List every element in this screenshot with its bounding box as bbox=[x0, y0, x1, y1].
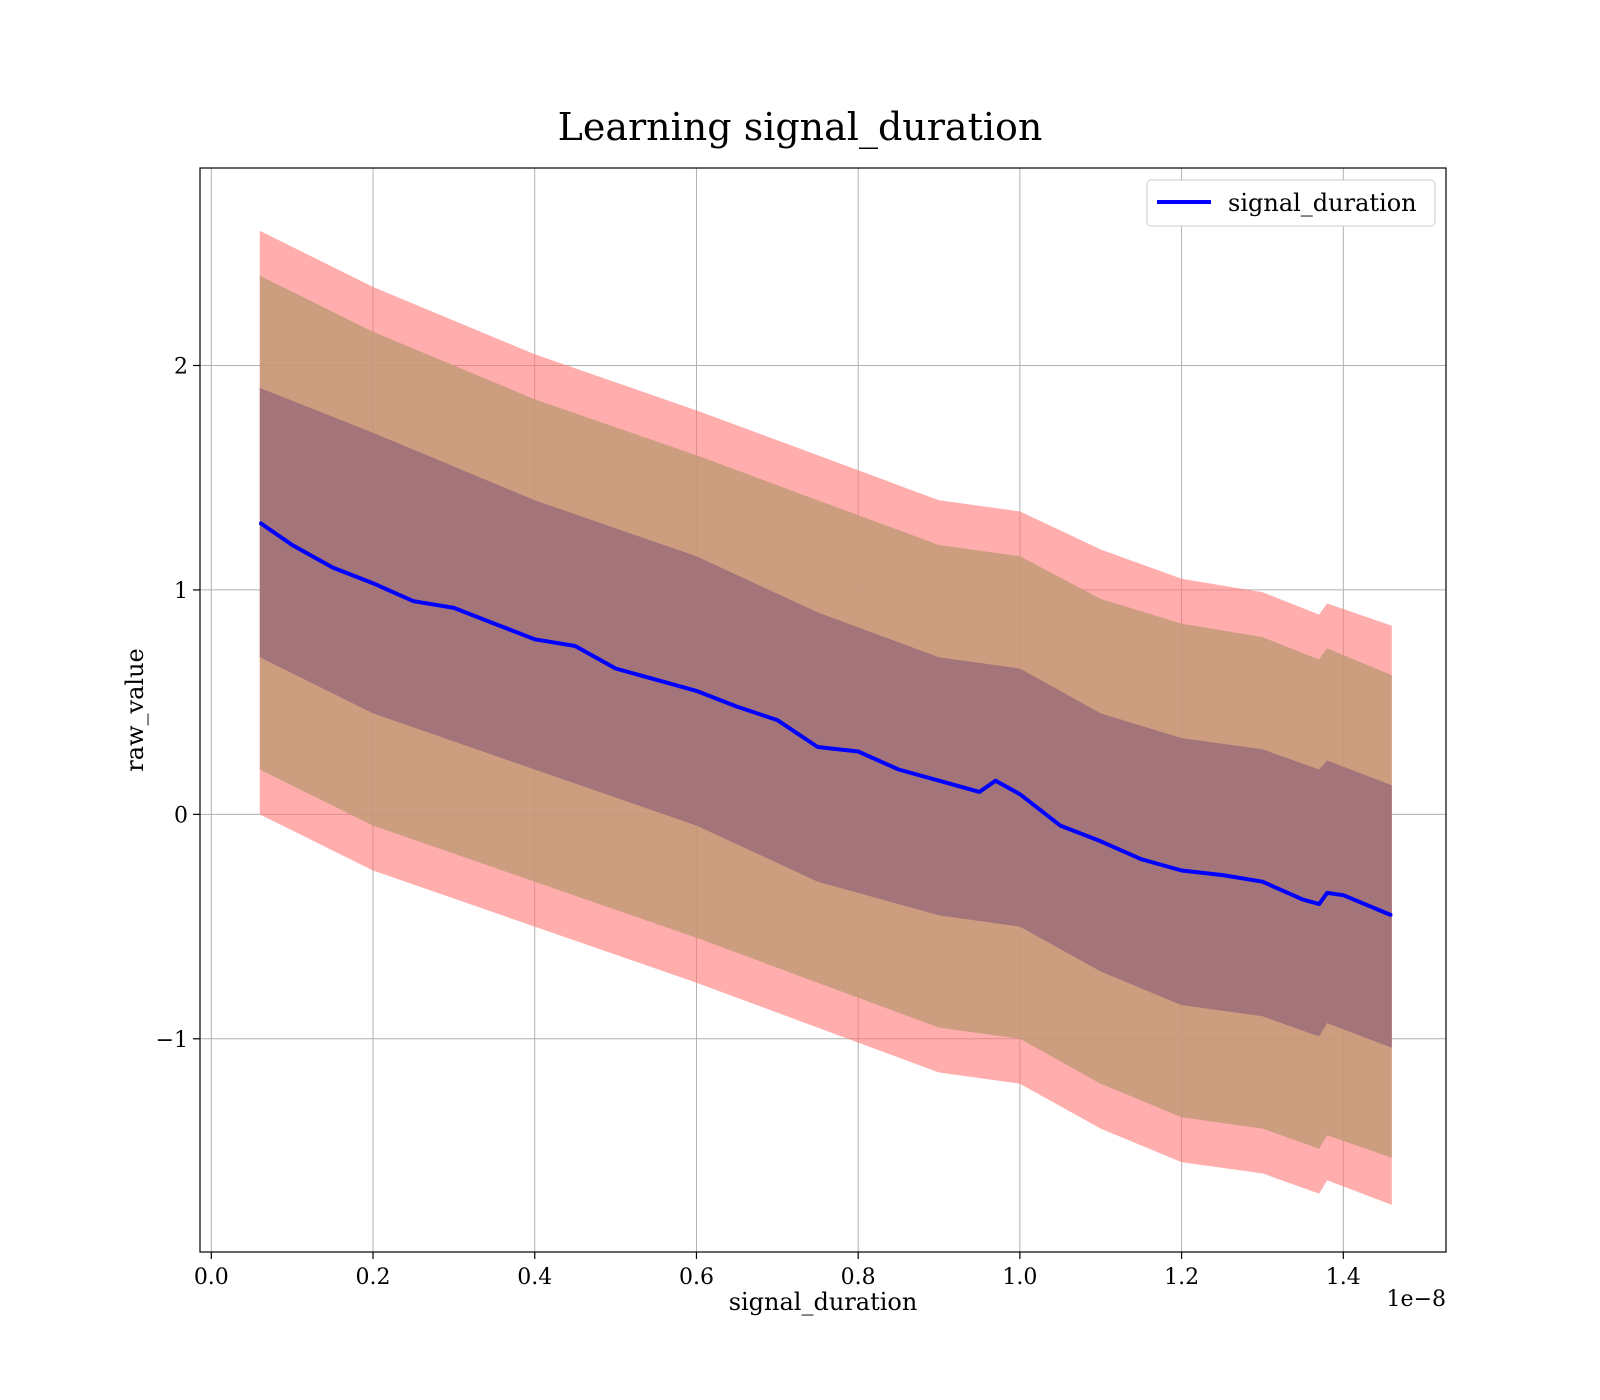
series-line bbox=[258, 520, 1393, 918]
series-point bbox=[1302, 898, 1304, 901]
series-point bbox=[1140, 858, 1142, 860]
series-point bbox=[1326, 892, 1328, 894]
series-point bbox=[736, 705, 738, 708]
series-point bbox=[897, 768, 900, 771]
series-point bbox=[1342, 894, 1345, 896]
x-tick-label: 1.4 bbox=[1326, 1265, 1361, 1290]
y-tick-label: 1 bbox=[174, 579, 188, 604]
y-axis: −1 0 1 2 bbox=[156, 354, 200, 1053]
x-tick-label: 0.4 bbox=[517, 1265, 552, 1290]
x-axis-label: signal_duration bbox=[729, 1288, 918, 1316]
series-point bbox=[412, 600, 415, 602]
band-inner bbox=[259, 387, 1392, 1048]
series-point bbox=[1099, 840, 1102, 843]
x-axis-offset-text: 1e−8 bbox=[1387, 1287, 1446, 1312]
y-axis-label: raw_value bbox=[121, 648, 149, 772]
series-point bbox=[816, 746, 819, 748]
axes-frame bbox=[199, 167, 1447, 1253]
y-tick-label: −1 bbox=[156, 1028, 188, 1053]
x-tick-label: 1.0 bbox=[1002, 1265, 1037, 1290]
series-point bbox=[994, 779, 997, 782]
series-point bbox=[259, 521, 261, 524]
plot-area bbox=[199, 167, 1447, 1253]
series-point bbox=[857, 750, 859, 753]
series-point bbox=[1059, 824, 1062, 827]
series-point bbox=[938, 779, 940, 782]
chart-title: Learning signal_duration bbox=[558, 105, 1043, 150]
x-tick-label: 0.6 bbox=[679, 1265, 714, 1290]
x-tick-label: 0.0 bbox=[194, 1265, 229, 1290]
series-point bbox=[1391, 914, 1393, 917]
series-point bbox=[453, 607, 455, 609]
y-tick-label: 2 bbox=[174, 354, 188, 379]
series-point bbox=[1261, 880, 1264, 883]
series-point bbox=[776, 719, 779, 721]
x-tick-label: 1.2 bbox=[1164, 1265, 1199, 1290]
x-tick-label: 0.8 bbox=[841, 1265, 876, 1290]
series-point bbox=[291, 544, 294, 546]
legend: signal_duration bbox=[1146, 179, 1436, 227]
series-point bbox=[655, 678, 657, 681]
legend-label: signal_duration bbox=[1228, 189, 1417, 217]
series-point bbox=[533, 638, 536, 641]
series-point bbox=[331, 566, 334, 569]
series-point bbox=[1180, 869, 1183, 872]
series-point bbox=[574, 645, 576, 647]
x-tick-label: 0.2 bbox=[356, 1265, 391, 1290]
x-axis: 0.0 0.2 0.4 0.6 0.8 1.0 1.2 1.4 bbox=[194, 1252, 1361, 1290]
confidence-bands bbox=[259, 230, 1392, 1205]
series-lines bbox=[258, 520, 1393, 918]
series-point bbox=[1318, 903, 1320, 905]
series-point bbox=[614, 667, 617, 670]
series-point bbox=[372, 582, 374, 584]
series-point bbox=[493, 622, 496, 625]
series-point bbox=[1019, 793, 1021, 795]
y-tick-label: 0 bbox=[174, 803, 188, 828]
series-point bbox=[978, 791, 981, 793]
series-point bbox=[1221, 874, 1223, 876]
series-point bbox=[695, 690, 698, 692]
legend-box bbox=[1146, 179, 1436, 227]
